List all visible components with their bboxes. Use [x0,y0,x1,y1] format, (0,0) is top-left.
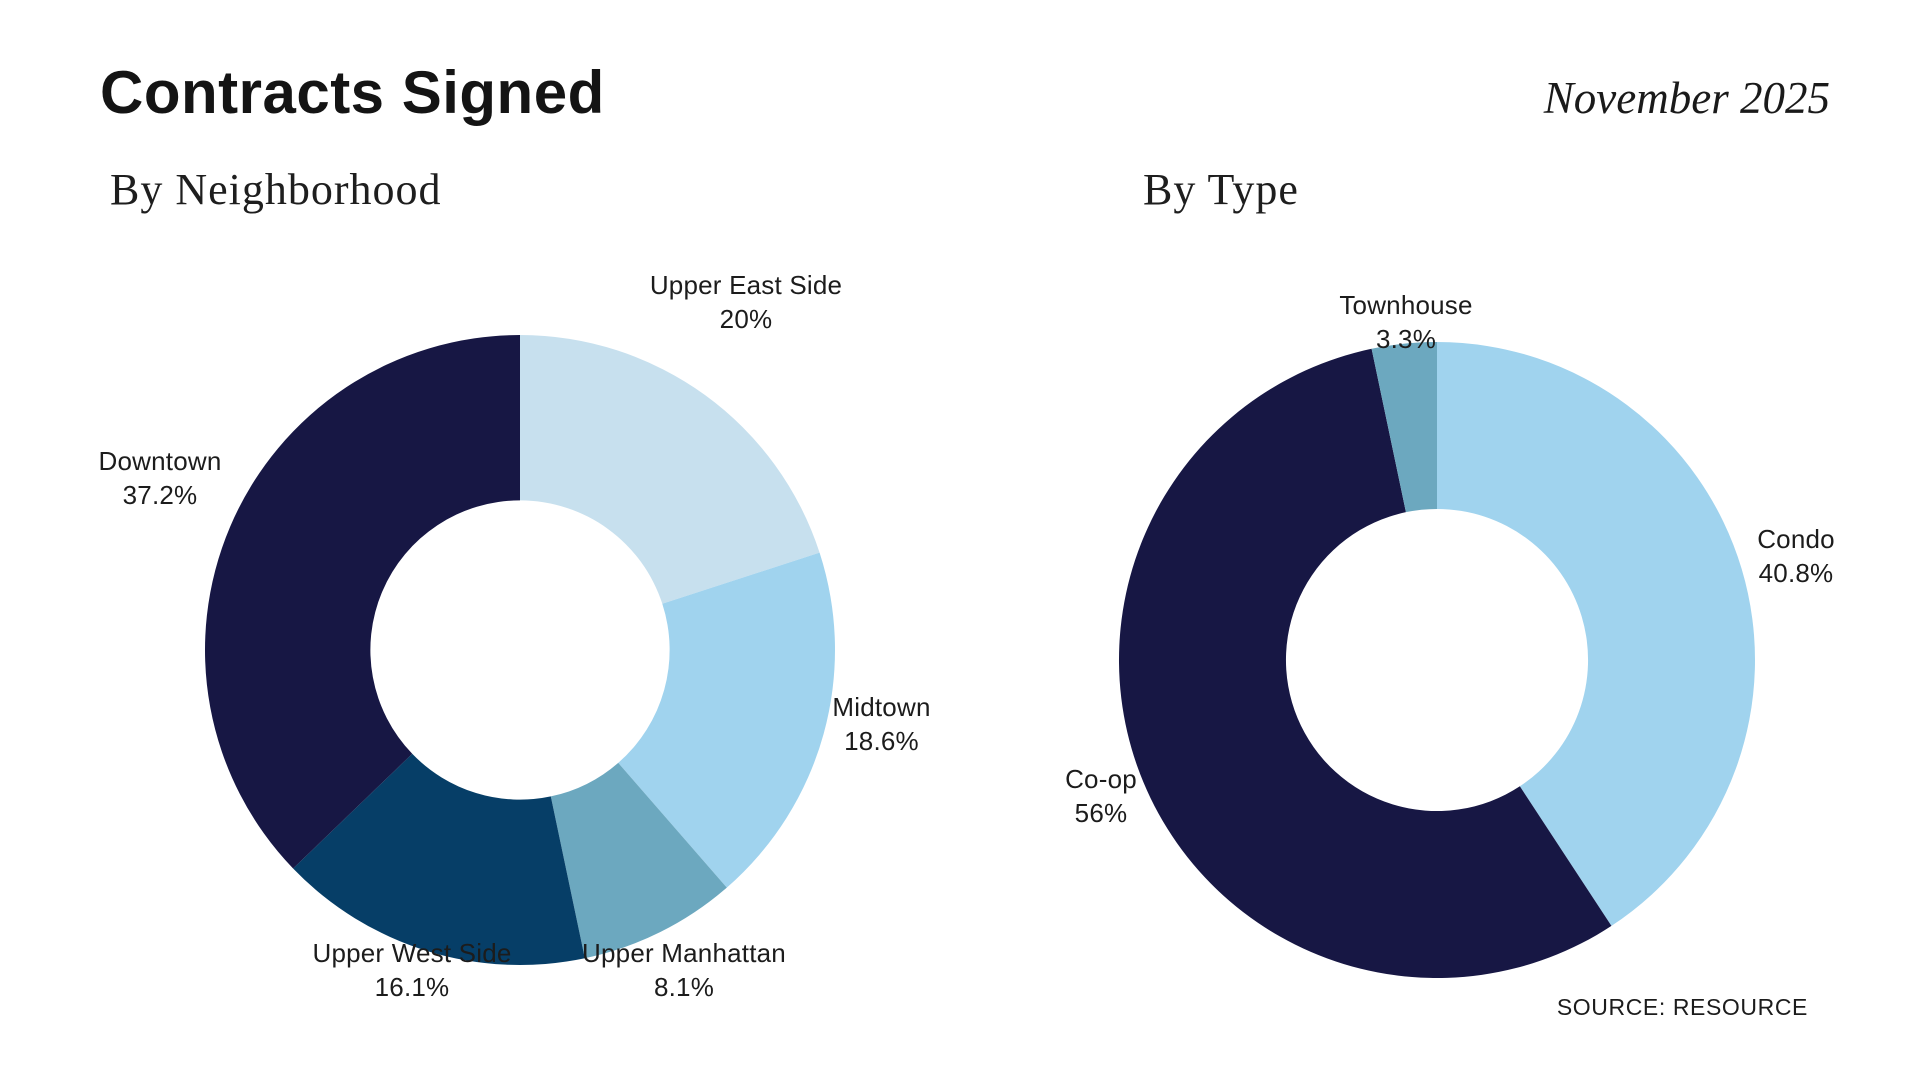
page-title: Contracts Signed [100,59,605,126]
chart-title-by-type: By Type [1143,165,1299,214]
segment-value: 16.1% [374,972,450,1002]
segment-name: Co-op [1065,764,1137,794]
segment-name: Downtown [98,446,222,476]
segment-value: 8.1% [653,972,715,1002]
segment-label-upper-west-side: Upper West Side 16.1% [282,936,542,1004]
segment-value: 37.2% [122,480,198,510]
segment-label-co-op: Co-op 56% [1001,762,1201,830]
donut-segment-upper-manhattan [550,762,727,959]
donut-segment-midtown [618,552,835,888]
segment-value: 3.3% [1375,324,1437,354]
segment-value: 40.8% [1758,558,1834,588]
donut-segment-townhouse [1371,342,1437,513]
donut-segment-upper-east-side [520,335,820,604]
segment-value: 56% [1074,798,1128,828]
segment-name: Midtown [832,692,931,722]
chart-title-by-neighborhood: By Neighborhood [110,165,442,214]
segment-label-upper-east-side: Upper East Side 20% [616,268,876,336]
type-donut-chart [1118,342,1755,979]
segment-label-midtown: Midtown 18.6% [799,690,964,758]
segment-label-townhouse: Townhouse 3.3% [1286,288,1526,356]
source-note: SOURCE: RESOURCE [1556,994,1808,1020]
segment-value: 18.6% [844,726,919,756]
donut-segment-upper-west-side [293,753,585,965]
donut-segment-co-op [1118,348,1612,979]
donut-segment-condo [1437,342,1755,926]
segment-label-upper-manhattan: Upper Manhattan 8.1% [554,936,814,1004]
neighborhood-donut-chart [204,335,835,965]
segment-name: Upper East Side [649,270,843,300]
report-date: November 2025 [1543,73,1830,123]
segment-value: 20% [719,304,773,334]
segment-name: Upper West Side [312,938,512,968]
segment-label-downtown: Downtown 37.2% [50,444,270,512]
segment-name: Townhouse [1339,290,1473,320]
donut-segment-downtown [204,335,521,869]
segment-name: Condo [1757,524,1835,554]
segment-name: Upper Manhattan [582,938,786,968]
segment-label-condo: Condo 40.8% [1696,522,1896,590]
